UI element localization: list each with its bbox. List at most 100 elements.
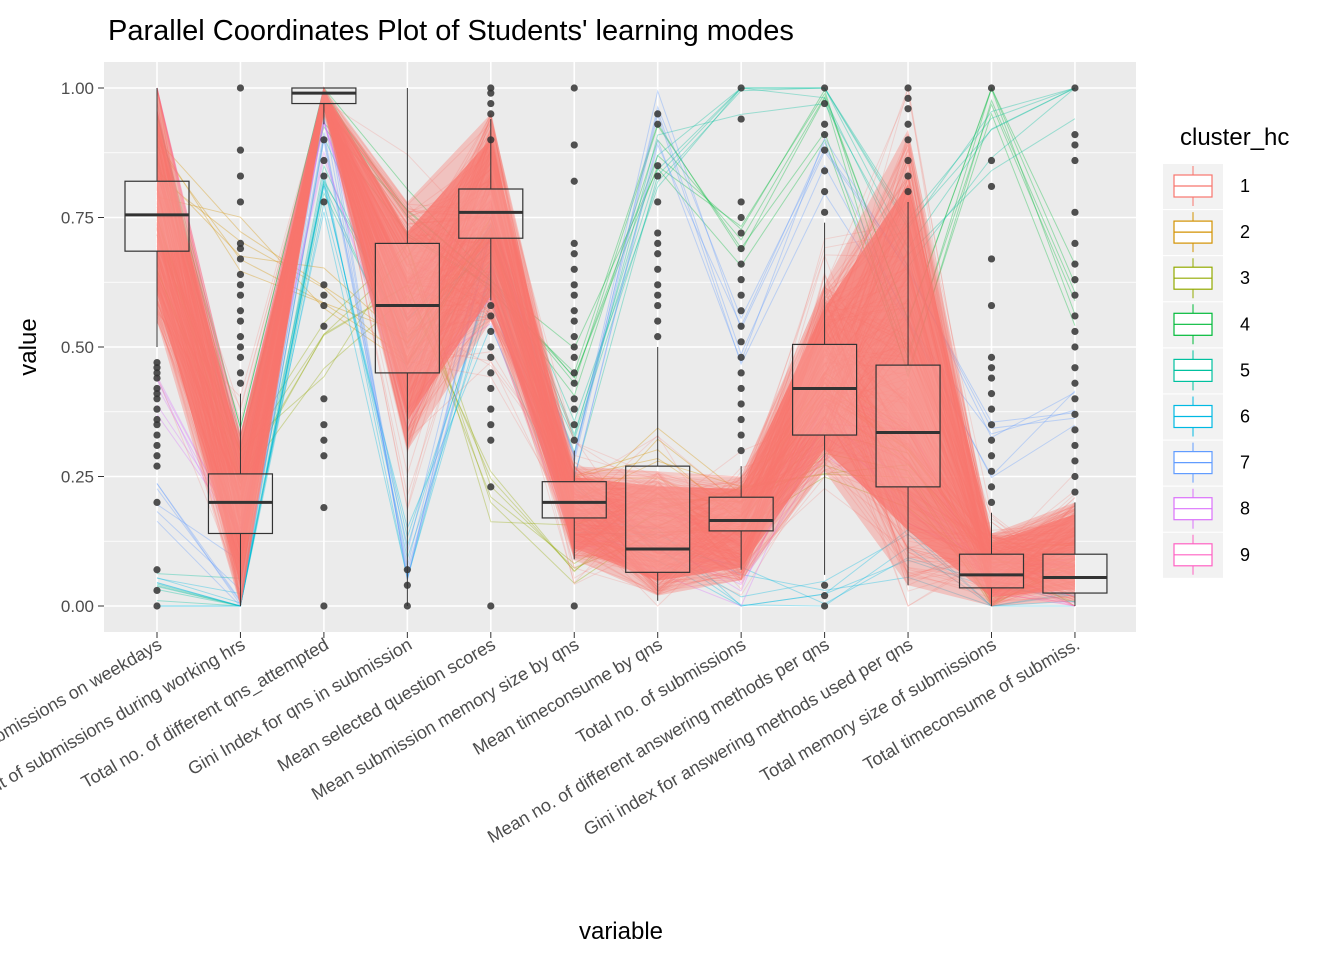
legend-label: 6 [1240, 407, 1250, 427]
outlier-point [987, 353, 996, 361]
outlier-point [570, 421, 578, 429]
outlier-point [570, 405, 578, 413]
outlier-point [570, 291, 578, 299]
outlier-point [654, 239, 662, 247]
outlier-point [570, 353, 578, 361]
outlier-point [153, 421, 161, 429]
outlier-point [987, 498, 996, 506]
outlier-point [904, 156, 912, 165]
cluster-5-line [156, 87, 1076, 607]
outlier-point [570, 307, 578, 315]
outlier-point [1071, 208, 1079, 216]
outlier-point [821, 131, 829, 139]
outlier-point [487, 436, 495, 444]
outlier-point [236, 291, 245, 299]
outlier-point [987, 467, 996, 475]
outlier-point [236, 343, 245, 351]
outlier-point [1071, 260, 1079, 268]
legend-label: 5 [1240, 360, 1250, 380]
outlier-point [904, 105, 912, 113]
outlier-points [153, 84, 1079, 610]
outlier-point [904, 172, 912, 180]
outlier-point [654, 317, 662, 325]
outlier-point [654, 265, 662, 273]
outlier-point [1071, 343, 1079, 351]
legend-label: 3 [1240, 268, 1250, 288]
boxplots [124, 87, 1108, 606]
outlier-point [236, 198, 245, 206]
outlier-point [737, 244, 745, 253]
outlier-point [153, 586, 161, 595]
cluster-5-line [156, 103, 1076, 607]
outlier-point [153, 452, 161, 460]
outlier-point [821, 188, 829, 196]
outlier-point [236, 172, 245, 180]
outlier-point [654, 162, 662, 170]
outlier-point [153, 364, 161, 372]
outlier-point [153, 462, 161, 470]
legend-label: 9 [1240, 545, 1250, 565]
outlier-point [487, 343, 495, 351]
outlier-point [153, 374, 161, 382]
outlier-point [403, 581, 411, 589]
outlier-point [236, 84, 245, 92]
outlier-point [236, 255, 245, 263]
outlier-point [487, 301, 495, 310]
outlier-point [487, 89, 495, 97]
outlier-point [236, 146, 245, 154]
outlier-point [570, 84, 578, 92]
outlier-point [654, 120, 662, 128]
outlier-point [236, 353, 245, 361]
outlier-point [570, 265, 578, 273]
outlier-point [153, 441, 161, 450]
outlier-point [654, 229, 662, 237]
outlier-point [320, 291, 328, 299]
outlier-point [153, 498, 161, 506]
outlier-point [320, 436, 328, 444]
outlier-point [654, 281, 662, 289]
outlier-point [570, 317, 578, 325]
outlier-point [570, 281, 578, 289]
y-tick-label: 0.50 [61, 338, 94, 357]
legend-label: 1 [1240, 176, 1250, 196]
outlier-point [821, 167, 829, 175]
x-axis-ticks: Percent of submissions on weekdaysPercen… [0, 632, 1083, 847]
outlier-point [987, 483, 996, 491]
outlier-point [570, 141, 578, 149]
outlier-point [320, 172, 328, 180]
y-tick-label: 1.00 [61, 79, 94, 98]
outlier-point [236, 333, 245, 341]
outlier-point [236, 307, 245, 315]
legend-title: cluster_hc [1180, 124, 1289, 151]
outlier-point [153, 431, 161, 439]
outlier-point [737, 213, 745, 222]
outlier-point [987, 301, 996, 310]
legend-label: 4 [1240, 314, 1250, 334]
outlier-point [403, 566, 411, 574]
outlier-point [1071, 327, 1079, 336]
outlier-point [236, 369, 245, 377]
outlier-point [236, 239, 245, 247]
outlier-point [320, 156, 328, 165]
boxplot-box-mean-timeconsume-by-qns [625, 465, 691, 573]
y-tick-label: 0.75 [61, 209, 94, 228]
y-tick-label: 0.00 [61, 597, 94, 616]
outlier-point [987, 452, 996, 460]
outlier-point [1071, 239, 1079, 247]
outlier-point [320, 198, 328, 206]
outlier-point [821, 602, 829, 610]
boxplot-box-total-no-of-submissions [708, 496, 774, 532]
outlier-point [236, 317, 245, 325]
outlier-point [1071, 472, 1079, 481]
outlier-point [737, 400, 745, 408]
outlier-point [737, 260, 745, 268]
outlier-point [487, 483, 495, 491]
outlier-point [320, 322, 328, 330]
outlier-point [153, 384, 161, 393]
outlier-point [904, 120, 912, 128]
outlier-point [737, 198, 745, 206]
outlier-point [987, 421, 996, 429]
outlier-point [570, 250, 578, 258]
outlier-point [320, 281, 328, 289]
outlier-point [1071, 276, 1079, 284]
